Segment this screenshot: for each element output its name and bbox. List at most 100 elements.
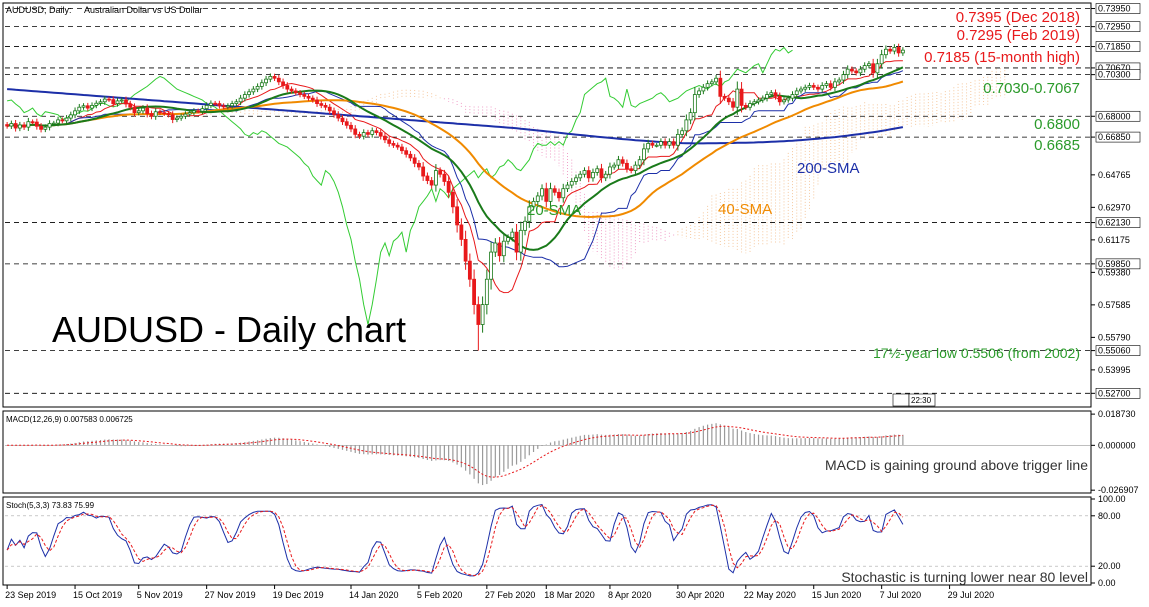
candle-body: [400, 146, 404, 152]
price-panel-frame: [2, 2, 1092, 408]
candle-body: [281, 81, 285, 86]
candle-body: [735, 88, 740, 108]
x-tick-label: 14 Jan 2020: [349, 590, 399, 600]
candle-body: [136, 110, 141, 114]
x-tick-label: 19 Dec 2019: [273, 590, 324, 600]
candle-body: [637, 159, 642, 166]
y-tick-box: [1095, 345, 1141, 356]
candle-body: [557, 191, 561, 199]
candle-body: [569, 181, 574, 186]
stoch-panel-frame: [2, 496, 1092, 586]
candle-body: [552, 188, 557, 193]
candle-body: [225, 105, 230, 108]
annotation-15-month-high: 0.7185 (15-month high): [924, 49, 1080, 66]
candle-body: [149, 113, 154, 117]
chart-title: AUDUSD - Daily chart: [52, 309, 406, 350]
candle-body: [833, 81, 837, 88]
candle-body: [760, 97, 765, 101]
candle-body: [684, 119, 689, 132]
candle-body: [387, 139, 392, 144]
candle-body: [531, 200, 536, 208]
stoch-y-tick-label: 20.00: [1098, 561, 1121, 571]
candle-body: [518, 229, 523, 253]
candle-body: [739, 88, 744, 106]
candle-body: [166, 113, 171, 116]
x-tick-label: 5 Feb 2020: [417, 590, 463, 600]
y-tick-box: [1095, 69, 1141, 80]
candle-body: [306, 95, 311, 99]
candle-body: [459, 224, 464, 240]
x-tick-label: 15 Jun 2020: [812, 590, 862, 600]
candle-body: [285, 85, 290, 90]
candle-body: [803, 86, 808, 90]
candle-body: [837, 79, 842, 83]
candle-body: [255, 85, 260, 90]
candle-body: [658, 141, 663, 146]
candle-body: [900, 49, 905, 54]
candle-body: [26, 121, 31, 128]
candle-body: [489, 251, 493, 280]
candle-body: [302, 94, 307, 97]
candle-body: [315, 99, 319, 104]
candle-body: [493, 242, 498, 253]
candle-body: [85, 105, 90, 109]
candle-body: [731, 101, 735, 108]
candle-body: [799, 88, 803, 92]
candle-body: [671, 141, 676, 146]
candle-body: [51, 122, 56, 125]
candle-body: [213, 102, 218, 105]
y-tick-box: [1095, 41, 1141, 52]
x-tick-label: 29 Jul 2020: [948, 590, 995, 600]
y-tick-label: 0.62970: [1098, 202, 1131, 212]
candle-body: [357, 133, 362, 137]
candle-body: [353, 128, 358, 135]
candle-body: [17, 124, 22, 129]
x-tick-label: 27 Nov 2019: [205, 590, 256, 600]
candle-body: [183, 113, 188, 117]
candle-body: [141, 107, 145, 112]
candle-body: [574, 177, 578, 182]
candle-body: [752, 101, 757, 104]
y-tick-label: 0.73950: [1098, 4, 1131, 14]
stoch-y-tick-label: 0.00: [1098, 578, 1116, 588]
candle-body: [323, 105, 328, 108]
candle-body: [73, 110, 77, 116]
candle-body: [276, 77, 281, 83]
macd-signal-line: [7, 425, 903, 478]
candle-body: [404, 150, 409, 155]
stoch-k-line: [6, 504, 904, 577]
y-tick-box: [1095, 258, 1141, 270]
time-badge-box: [908, 393, 936, 407]
candle-body: [820, 85, 825, 90]
candle-body: [242, 94, 247, 99]
candle-body: [769, 92, 774, 95]
candle-body: [153, 111, 158, 117]
candle-body: [30, 121, 35, 124]
candle-body: [332, 110, 336, 115]
candle-body: [501, 240, 506, 257]
annotation-20-sma: 20-SMA: [527, 202, 581, 219]
candle-body: [841, 74, 846, 81]
candle-body: [565, 184, 570, 190]
y-tick-label: 0.64765: [1098, 170, 1131, 180]
candle-body: [170, 114, 175, 120]
candle-body: [858, 68, 863, 74]
candle-body: [455, 206, 460, 226]
annotation-feb2019: 0.7295 (Feb 2019): [957, 27, 1080, 44]
candle-body: [875, 63, 880, 74]
candle-body: [705, 83, 710, 88]
candle-body: [578, 173, 583, 179]
candle-body: [582, 170, 587, 175]
candle-body: [595, 168, 600, 173]
y-tick-label: 0.59380: [1098, 267, 1131, 277]
candle-body: [247, 91, 252, 95]
y-tick-box: [1095, 217, 1141, 228]
candle-body: [200, 108, 205, 112]
x-tick-label: 27 Feb 2020: [485, 590, 536, 600]
horizontal-levels: [5, 8, 1090, 394]
candle-body: [43, 126, 48, 130]
candle-body: [145, 107, 150, 114]
y-tick-label: 0.52700: [1098, 388, 1131, 398]
annotation-40-sma: 40-SMA: [718, 201, 772, 218]
candle-body: [259, 82, 264, 87]
